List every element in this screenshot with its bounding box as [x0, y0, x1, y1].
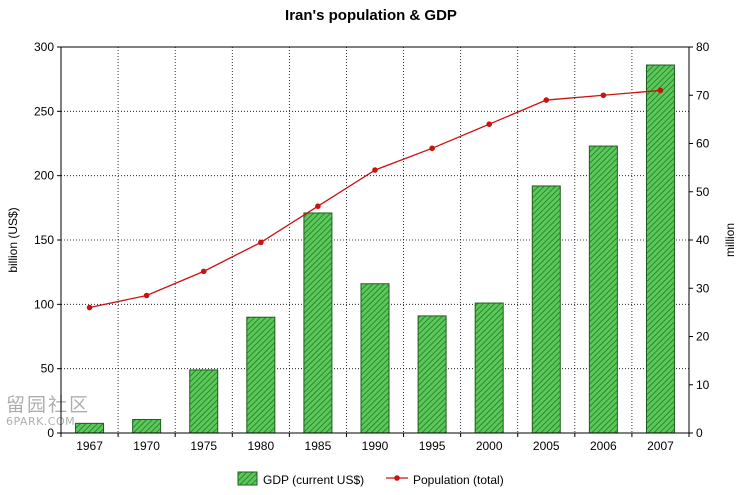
x-tick-label: 2005 [533, 439, 560, 453]
right-tick-label: 70 [696, 88, 710, 102]
x-axis-ticks: 1967 1970 1975 1980 1985 1990 1995 2000 2005 2006… [60, 433, 690, 453]
right-tick-label: 80 [696, 40, 710, 54]
population-point-2000 [486, 121, 492, 127]
gdp-bar-2005 [531, 185, 561, 434]
left-tick-label: 250 [34, 104, 54, 118]
right-axis-ticks: 0 10 20 30 40 50 60 70 80 [689, 40, 710, 440]
right-tick-label: 20 [696, 330, 710, 344]
population-point-1975 [200, 268, 207, 275]
right-axis-label: million [723, 223, 737, 257]
population-point-1980 [258, 239, 264, 246]
gdp-bar-1995 [417, 315, 447, 434]
watermark-line2: 6PARK.COM [6, 415, 76, 428]
population-point-1967 [86, 304, 93, 311]
x-tick-label: 2000 [476, 439, 503, 453]
watermark: 留园社区 6PARK.COM [6, 394, 91, 428]
left-tick-label: 200 [34, 169, 54, 183]
population-point-1990 [372, 167, 378, 173]
watermark-line1: 留园社区 [6, 394, 91, 416]
left-tick-label: 150 [34, 233, 54, 247]
gdp-bar-1970 [132, 418, 162, 434]
x-tick-label: 1980 [247, 439, 274, 453]
legend-swatch-gdp [237, 471, 258, 486]
gridlines [61, 47, 689, 433]
x-tick-label: 1995 [419, 439, 446, 453]
x-tick-label: 2006 [590, 439, 617, 453]
right-tick-label: 0 [696, 426, 703, 440]
gdp-bar-1980 [246, 316, 276, 434]
x-tick-label: 1970 [133, 439, 160, 453]
population-point-2007 [657, 87, 664, 94]
population-line [86, 87, 664, 311]
x-tick-label: 2007 [647, 439, 674, 453]
legend-marker-population [394, 475, 400, 481]
legend: GDP (current US$) Population (total) [237, 471, 504, 487]
left-axis-ticks: 0 50 100 150 200 250 300 [34, 40, 61, 440]
x-tick-label: 1985 [305, 439, 332, 453]
gdp-bar-1990 [360, 283, 390, 434]
left-tick-label: 50 [41, 362, 55, 376]
chart-title: Iran's population & GDP [285, 7, 457, 24]
right-tick-label: 60 [696, 137, 710, 151]
left-tick-label: 0 [47, 426, 54, 440]
gdp-bar-1975 [189, 369, 219, 434]
right-tick-label: 10 [696, 378, 710, 392]
population-point-1970 [143, 292, 150, 299]
gdp-bar-2000 [474, 302, 504, 434]
legend-label-gdp: GDP (current US$) [263, 473, 364, 487]
legend-item-gdp: GDP (current US$) [237, 471, 364, 487]
right-tick-label: 40 [696, 233, 710, 247]
population-point-2005 [543, 97, 550, 103]
right-tick-label: 50 [696, 185, 710, 199]
right-tick-label: 30 [696, 281, 710, 295]
gdp-bar-1985 [303, 212, 333, 434]
gdp-bar-2006 [588, 145, 618, 434]
gdp-bar-2007 [645, 64, 675, 434]
x-tick-label: 1975 [190, 439, 217, 453]
left-axis-label: billion (US$) [6, 207, 20, 272]
legend-item-population: Population (total) [386, 473, 504, 487]
left-tick-label: 100 [34, 297, 54, 311]
legend-label-population: Population (total) [413, 473, 504, 487]
x-tick-label: 1967 [76, 439, 103, 453]
population-point-1995 [429, 145, 435, 152]
x-tick-label: 1990 [362, 439, 389, 453]
population-point-1985 [315, 203, 321, 210]
left-tick-label: 300 [34, 40, 54, 54]
population-point-2006 [600, 92, 607, 99]
